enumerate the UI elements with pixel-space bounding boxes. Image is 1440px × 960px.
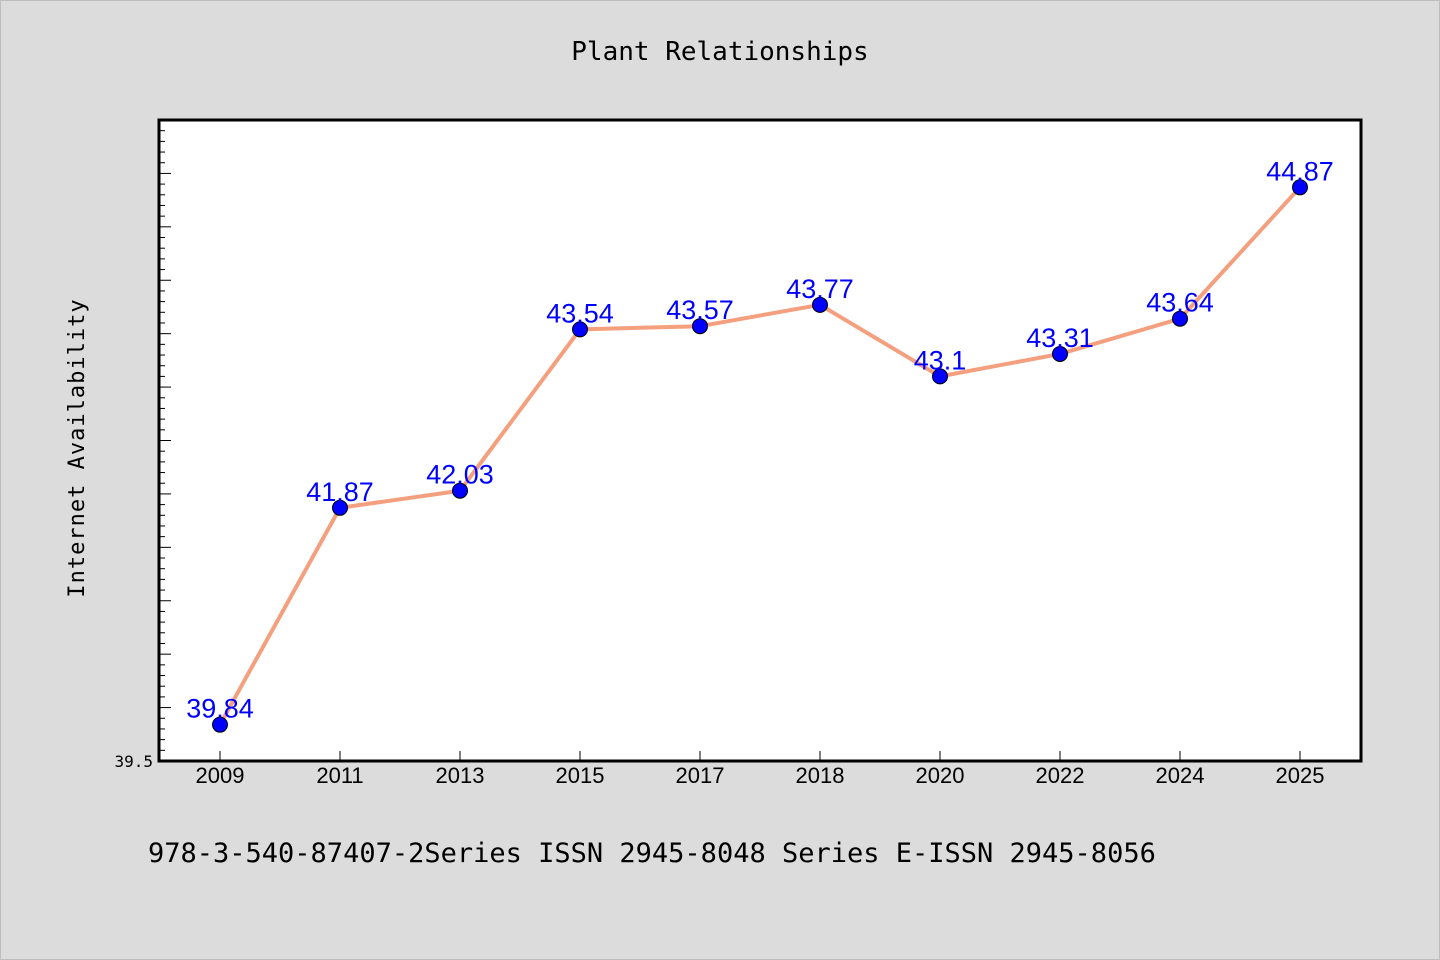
x-tick-label: 2017	[676, 763, 725, 788]
data-label: 43.57	[666, 295, 734, 325]
data-point	[1172, 310, 1188, 327]
footer-isbn-issn: 978-3-540-87407-2Series ISSN 2945-8048 S…	[148, 838, 1156, 869]
data-point	[332, 499, 348, 516]
data-point	[1052, 345, 1068, 362]
data-point	[1292, 179, 1308, 196]
y-tick-label: 39.5	[114, 752, 153, 771]
series-group: 39.84 41.87 42.03 43.54 43.57 43.77 43.1 43.31 4…	[186, 156, 1334, 733]
x-tick-labels: 2009 2011 2013 2015 2017 2018 2020 2022 2024 2025	[196, 763, 1325, 788]
plot-area	[159, 120, 1361, 761]
data-label: 39.84	[186, 694, 254, 724]
y-axis-label: Internet Availability	[65, 298, 90, 597]
data-label: 44.87	[1266, 156, 1334, 186]
data-point	[452, 482, 468, 499]
x-tick-label: 2013	[436, 763, 485, 788]
x-tick-label: 2018	[796, 763, 845, 788]
series-line	[218, 185, 1302, 727]
x-tick-label: 2015	[556, 763, 605, 788]
data-point	[572, 321, 588, 338]
x-tick-label: 2011	[316, 763, 363, 788]
data-point	[932, 368, 948, 385]
data-label: 43.1	[914, 345, 967, 375]
x-tick-label: 2022	[1036, 763, 1085, 788]
x-tick-label: 2024	[1156, 763, 1205, 788]
data-label: 42.03	[426, 460, 494, 490]
x-tick-label: 2020	[916, 763, 965, 788]
x-tick-label: 2025	[1276, 763, 1325, 788]
chart-title: Plant Relationships	[571, 37, 868, 67]
data-point	[692, 318, 708, 335]
plot-frame	[157, 118, 1363, 763]
data-label: 41.87	[306, 477, 374, 507]
x-tick-label: 2009	[196, 763, 245, 788]
data-label: 43.77	[786, 274, 854, 304]
y-tick-labels: 39.5	[114, 752, 153, 771]
data-point	[812, 296, 828, 313]
data-label: 43.31	[1026, 323, 1094, 353]
data-label: 43.64	[1146, 288, 1214, 318]
data-label: 43.54	[546, 298, 614, 328]
data-point	[212, 716, 228, 733]
